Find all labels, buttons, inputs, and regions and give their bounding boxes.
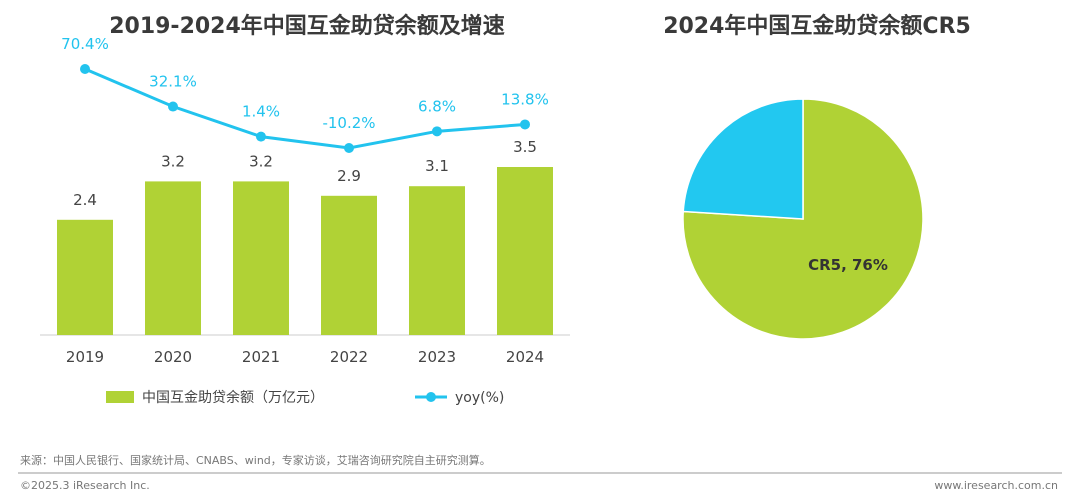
pie-slice [682, 98, 804, 220]
source-note: 来源：中国人民银行、国家统计局、CNABS、wind，专家访谈，艾瑞咨询研究院自… [20, 454, 491, 467]
copyright: ©2025.3 iResearch Inc. [20, 479, 150, 492]
yoy-label: 70.4% [61, 35, 109, 53]
yoy-point [80, 64, 90, 74]
yoy-point [432, 126, 442, 137]
bar [233, 181, 289, 335]
x-tick-label: 2024 [506, 348, 544, 366]
footer-divider [18, 472, 1062, 474]
website-url: www.iresearch.com.cn [934, 479, 1058, 492]
yoy-point [168, 101, 178, 112]
bar-value-label: 3.1 [425, 157, 449, 175]
yoy-line [84, 67, 526, 150]
yoy-point [344, 142, 354, 153]
yoy-point [256, 131, 266, 142]
bar [145, 181, 201, 335]
x-tick-label: 2022 [330, 348, 368, 366]
bar-chart-title: 2019-2024年中国互金助贷余额及增速 [109, 14, 505, 39]
pie-slice-label: CR5, 76% [808, 256, 888, 274]
x-tick-label: 2020 [154, 348, 192, 366]
legend-line-marker [426, 392, 436, 402]
legend-bar-label: 中国互金助贷余额（万亿元） [142, 389, 324, 406]
bar [321, 195, 377, 335]
bar [409, 186, 465, 335]
x-tick-label: 2021 [242, 348, 280, 366]
pie-slice [682, 98, 924, 340]
x-tick-label: 2019 [66, 348, 104, 366]
yoy-label: 6.8% [418, 97, 456, 115]
bar-value-label: 2.4 [73, 191, 97, 209]
bar [57, 219, 113, 335]
pie-chart-title: 2024年中国互金助贷余额CR5 [663, 14, 971, 39]
yoy-label: 1.4% [242, 103, 280, 121]
bar-value-label: 2.9 [337, 167, 361, 185]
legend-line-label: yoy(%) [455, 390, 504, 406]
yoy-point [520, 119, 530, 130]
yoy-label: 32.1% [149, 73, 197, 91]
legend-bar-swatch [106, 391, 134, 403]
yoy-label: -10.2% [322, 114, 375, 132]
bar-value-label: 3.2 [161, 152, 185, 170]
x-tick-label: 2023 [418, 348, 456, 366]
bar-value-label: 3.2 [249, 152, 273, 170]
yoy-label: 13.8% [501, 90, 549, 108]
bar [497, 167, 553, 335]
bar-value-label: 3.5 [513, 138, 537, 156]
